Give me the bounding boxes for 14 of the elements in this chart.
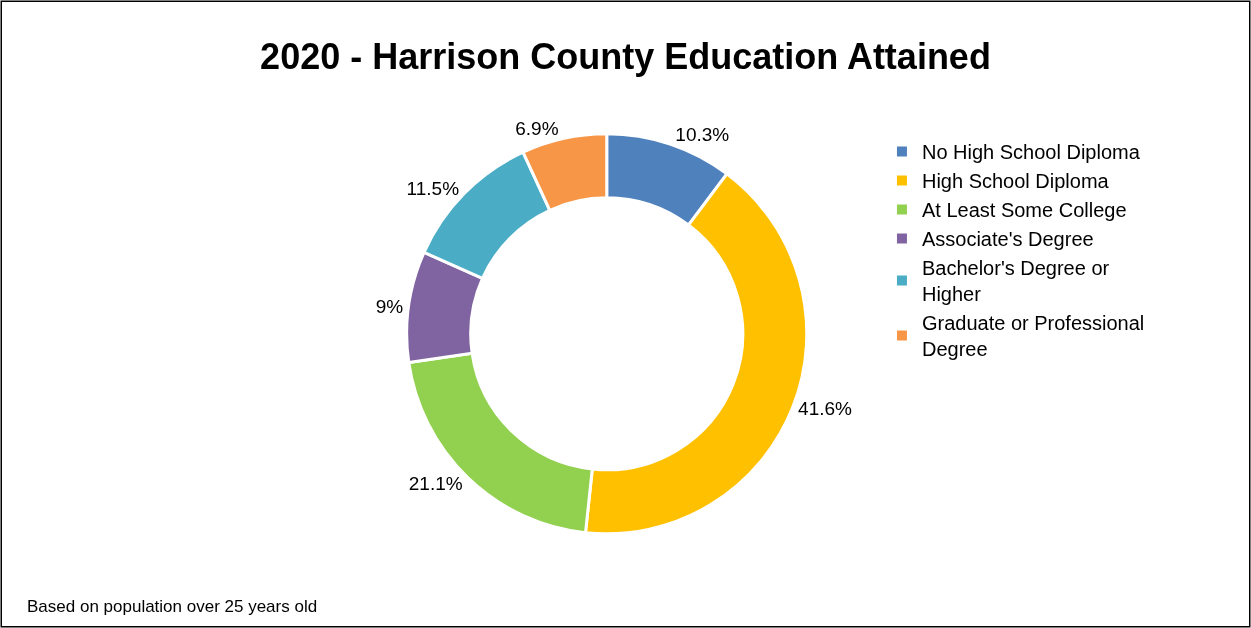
data-label: 41.6% <box>798 398 853 420</box>
data-label: 9% <box>375 295 404 317</box>
data-label: 6.9% <box>515 117 559 139</box>
data-label: 11.5% <box>406 177 460 199</box>
text: Based on population over 25 years old <box>27 597 318 616</box>
legend-label: High School Diploma <box>921 170 1110 193</box>
legend-label: At Least Some College <box>921 199 1127 222</box>
legend-label: No High School Diploma <box>921 141 1141 164</box>
data-label: 21.1% <box>408 472 463 494</box>
legend-label: Bachelor's Degree or Higher <box>921 257 1110 306</box>
legend-label: Graduate or Professional Degree <box>921 312 1145 361</box>
data-label: 10.3% <box>675 124 730 146</box>
chart-title: 2020 - Harrison County Education Attained <box>260 36 991 78</box>
legend-label: Associate's Degree <box>921 228 1094 251</box>
